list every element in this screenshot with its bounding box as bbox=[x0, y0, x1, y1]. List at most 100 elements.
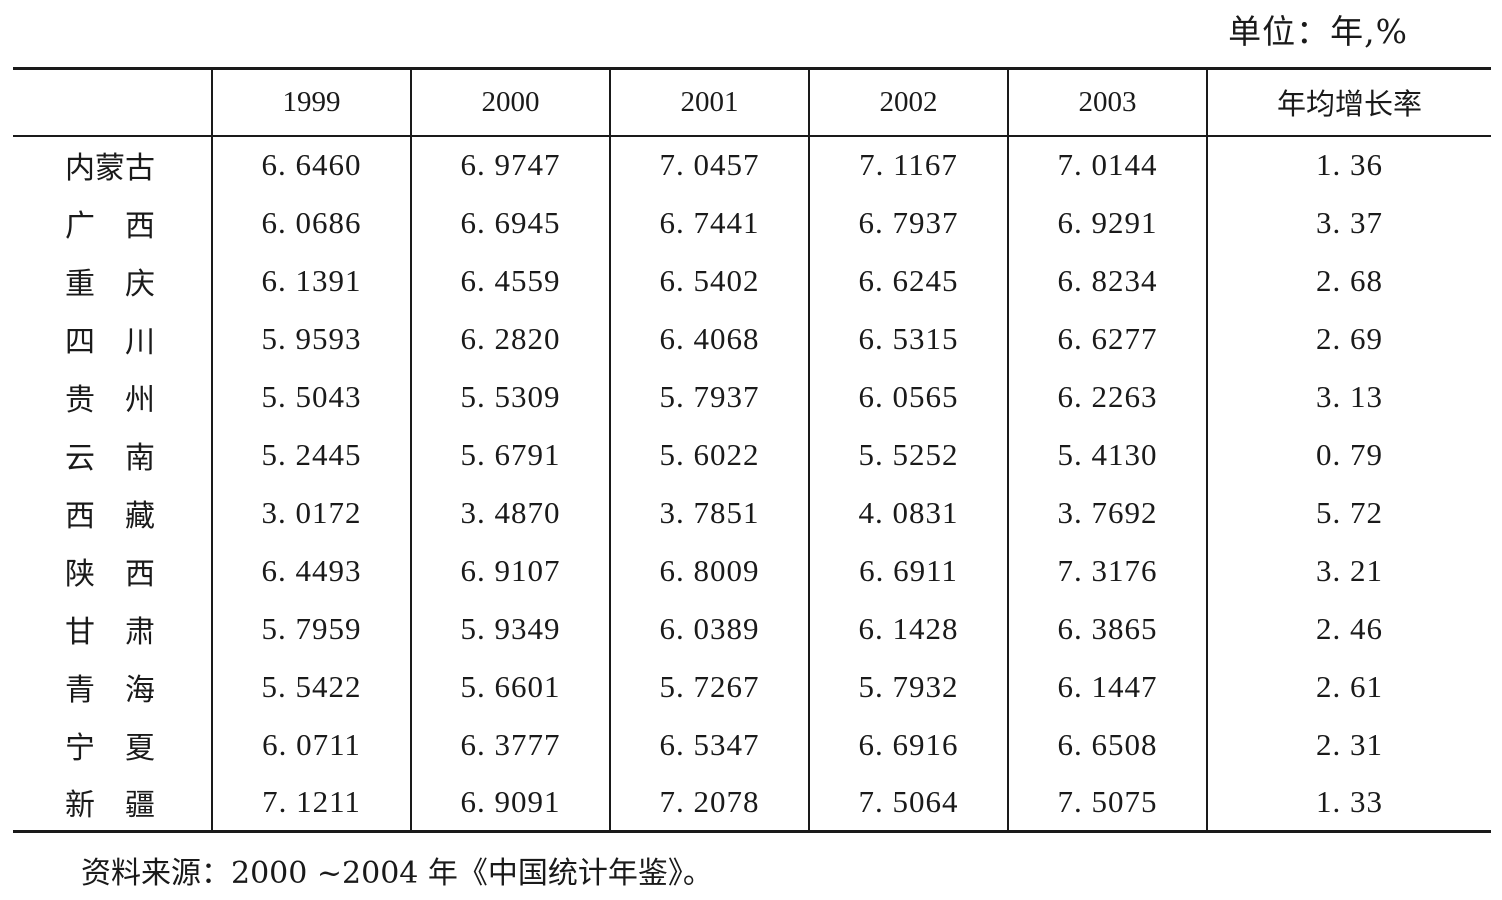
value-cell: 6. 5347 bbox=[609, 715, 809, 774]
value-cell: 3. 13 bbox=[1206, 367, 1491, 426]
value-cell: 6. 2263 bbox=[1007, 367, 1207, 426]
region-cell: 重 庆 bbox=[65, 266, 155, 302]
value-cell: 6. 6911 bbox=[808, 541, 1008, 600]
value-cell: 7. 0144 bbox=[1007, 135, 1207, 194]
table-row: 甘 肃 5. 7959 5. 9349 6. 0389 6. 1428 6. 3865 2.… bbox=[13, 599, 1491, 658]
header-cell-2003: 2003 bbox=[1007, 67, 1207, 137]
value-cell: 7. 1167 bbox=[808, 135, 1008, 194]
value-cell: 2. 31 bbox=[1206, 715, 1491, 774]
value-cell: 3. 0172 bbox=[211, 483, 411, 542]
table-row: 陕 西 6. 4493 6. 9107 6. 8009 6. 6911 7. 3176 3.… bbox=[13, 541, 1491, 600]
value-cell: 6. 0711 bbox=[211, 715, 411, 774]
header-cell-growth-rate: 年均增长率 bbox=[1206, 67, 1491, 137]
value-cell: 6. 6245 bbox=[808, 251, 1008, 310]
value-cell: 2. 61 bbox=[1206, 657, 1491, 716]
table-row: 云 南 5. 2445 5. 6791 5. 6022 5. 5252 5. 4130 0.… bbox=[13, 425, 1491, 484]
header-cell-2002: 2002 bbox=[808, 67, 1008, 137]
value-cell: 6. 4493 bbox=[211, 541, 411, 600]
value-cell: 5. 6022 bbox=[609, 425, 809, 484]
value-cell: 5. 6601 bbox=[410, 657, 610, 716]
value-cell: 6. 4559 bbox=[410, 251, 610, 310]
value-cell: 6. 5315 bbox=[808, 309, 1008, 368]
value-cell: 6. 0686 bbox=[211, 193, 411, 252]
value-cell: 3. 4870 bbox=[410, 483, 610, 542]
region-cell: 云 南 bbox=[65, 440, 155, 476]
value-cell: 5. 5252 bbox=[808, 425, 1008, 484]
table-row: 宁 夏 6. 0711 6. 3777 6. 5347 6. 6916 6. 6508 2.… bbox=[13, 715, 1491, 774]
value-cell: 3. 37 bbox=[1206, 193, 1491, 252]
value-cell: 5. 9593 bbox=[211, 309, 411, 368]
value-cell: 6. 9747 bbox=[410, 135, 610, 194]
region-cell: 四 川 bbox=[65, 324, 155, 360]
value-cell: 6. 1447 bbox=[1007, 657, 1207, 716]
value-cell: 2. 46 bbox=[1206, 599, 1491, 658]
value-cell: 5. 7932 bbox=[808, 657, 1008, 716]
value-cell: 6. 2820 bbox=[410, 309, 610, 368]
value-cell: 6. 6508 bbox=[1007, 715, 1207, 774]
table-row: 内蒙古 6. 6460 6. 9747 7. 0457 7. 1167 7. 0144 1.… bbox=[13, 135, 1491, 194]
data-table: 1999 2000 2001 2002 2003 年均增长率 内蒙古 6. 646… bbox=[13, 67, 1491, 833]
value-cell: 6. 9291 bbox=[1007, 193, 1207, 252]
value-cell: 5. 7937 bbox=[609, 367, 809, 426]
region-cell: 新 疆 bbox=[13, 773, 212, 833]
value-cell: 6. 6460 bbox=[211, 135, 411, 194]
region-cell: 陕 西 bbox=[65, 556, 155, 592]
header-cell-1999: 1999 bbox=[211, 67, 411, 137]
region-cell: 广 西 bbox=[65, 208, 155, 244]
value-cell: 1. 36 bbox=[1206, 135, 1491, 194]
table-row: 青 海 5. 5422 5. 6601 5. 7267 5. 7932 6. 1447 2.… bbox=[13, 657, 1491, 716]
value-cell: 6. 4068 bbox=[609, 309, 809, 368]
header-cell-blank bbox=[13, 67, 212, 137]
value-cell: 6. 6277 bbox=[1007, 309, 1207, 368]
value-cell: 5. 4130 bbox=[1007, 425, 1207, 484]
value-cell: 6. 9091 bbox=[410, 773, 610, 833]
value-cell: 5. 7959 bbox=[211, 599, 411, 658]
value-cell: 3. 7851 bbox=[609, 483, 809, 542]
value-cell: 6. 1391 bbox=[211, 251, 411, 310]
value-cell: 6. 7937 bbox=[808, 193, 1008, 252]
value-cell: 4. 0831 bbox=[808, 483, 1008, 542]
value-cell: 6. 5402 bbox=[609, 251, 809, 310]
value-cell: 7. 2078 bbox=[609, 773, 809, 833]
region-cell: 青 海 bbox=[65, 672, 155, 708]
value-cell: 6. 3777 bbox=[410, 715, 610, 774]
table-row: 重 庆 6. 1391 6. 4559 6. 5402 6. 6245 6. 8234 2.… bbox=[13, 251, 1491, 310]
table-header-row: 1999 2000 2001 2002 2003 年均增长率 bbox=[13, 67, 1491, 137]
value-cell: 6. 7441 bbox=[609, 193, 809, 252]
value-cell: 7. 3176 bbox=[1007, 541, 1207, 600]
value-cell: 6. 0389 bbox=[609, 599, 809, 658]
value-cell: 6. 6916 bbox=[808, 715, 1008, 774]
value-cell: 5. 9349 bbox=[410, 599, 610, 658]
value-cell: 6. 0565 bbox=[808, 367, 1008, 426]
value-cell: 5. 7267 bbox=[609, 657, 809, 716]
table-row: 新 疆 7. 1211 6. 9091 7. 2078 7. 5064 7. 5075 1.… bbox=[13, 773, 1491, 833]
region-cell: 甘 肃 bbox=[65, 614, 155, 650]
value-cell: 1. 33 bbox=[1206, 773, 1491, 833]
value-cell: 3. 21 bbox=[1206, 541, 1491, 600]
value-cell: 7. 5075 bbox=[1007, 773, 1207, 833]
value-cell: 3. 7692 bbox=[1007, 483, 1207, 542]
value-cell: 5. 5422 bbox=[211, 657, 411, 716]
table-row: 西 藏 3. 0172 3. 4870 3. 7851 4. 0831 3. 7692 5.… bbox=[13, 483, 1491, 542]
header-cell-2000: 2000 bbox=[410, 67, 610, 137]
value-cell: 5. 5043 bbox=[211, 367, 411, 426]
header-cell-2001: 2001 bbox=[609, 67, 809, 137]
value-cell: 7. 1211 bbox=[211, 773, 411, 833]
value-cell: 6. 9107 bbox=[410, 541, 610, 600]
region-cell: 贵 州 bbox=[65, 382, 155, 418]
source-note: 资料来源：2000 ~2004 年《中国统计年鉴》。 bbox=[81, 856, 713, 891]
value-cell: 5. 6791 bbox=[410, 425, 610, 484]
value-cell: 7. 0457 bbox=[609, 135, 809, 194]
table-body: 内蒙古 6. 6460 6. 9747 7. 0457 7. 1167 7. 0144 1.… bbox=[13, 135, 1491, 833]
value-cell: 5. 72 bbox=[1206, 483, 1491, 542]
region-cell: 宁 夏 bbox=[65, 730, 155, 766]
table-row: 贵 州 5. 5043 5. 5309 5. 7937 6. 0565 6. 2263 3.… bbox=[13, 367, 1491, 426]
value-cell: 6. 8009 bbox=[609, 541, 809, 600]
data-table-container: 1999 2000 2001 2002 2003 年均增长率 内蒙古 6. 646… bbox=[13, 67, 1491, 833]
table-row: 广 西 6. 0686 6. 6945 6. 7441 6. 7937 6. 9291 3.… bbox=[13, 193, 1491, 252]
table-row: 四 川 5. 9593 6. 2820 6. 4068 6. 5315 6. 6277 2.… bbox=[13, 309, 1491, 368]
value-cell: 2. 68 bbox=[1206, 251, 1491, 310]
value-cell: 6. 6945 bbox=[410, 193, 610, 252]
value-cell: 6. 8234 bbox=[1007, 251, 1207, 310]
region-cell: 西 藏 bbox=[65, 498, 155, 534]
